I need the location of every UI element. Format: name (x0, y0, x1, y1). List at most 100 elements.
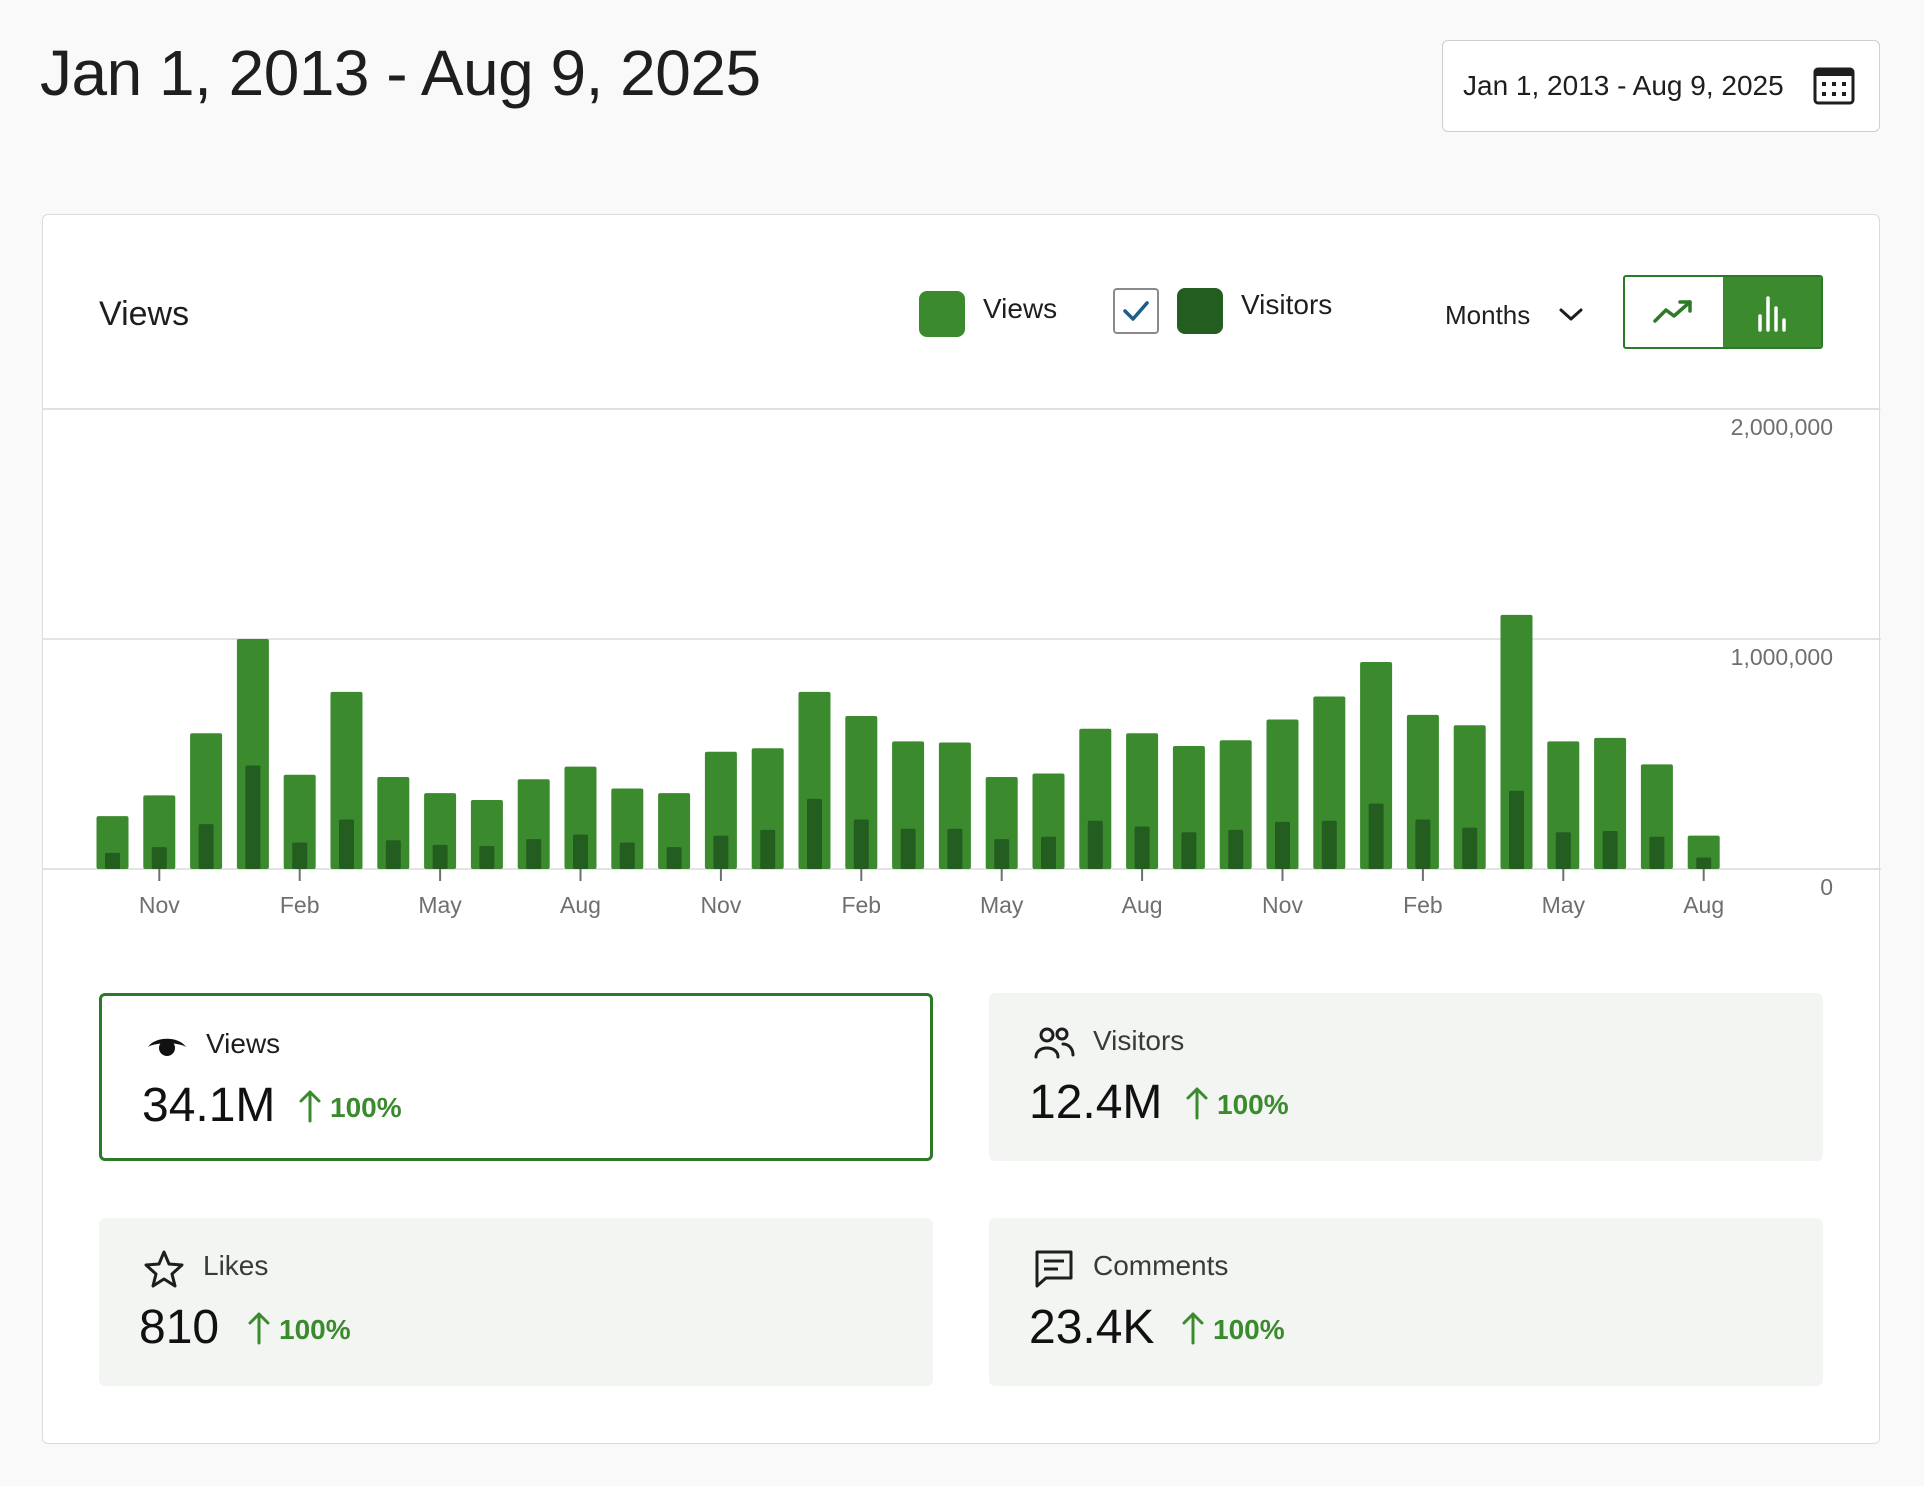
bar-views (1687, 835, 1720, 869)
bar-chart-button[interactable] (1723, 277, 1821, 347)
arrow-up-icon (1182, 1312, 1204, 1345)
bar-visitors (1041, 836, 1056, 869)
bar-views (1500, 614, 1533, 869)
bar-views (564, 766, 597, 869)
line-chart-button[interactable] (1625, 277, 1723, 347)
x-tick-label: Nov (139, 892, 180, 918)
bar-visitors (339, 819, 354, 869)
stat-value: 810 (139, 1301, 220, 1354)
x-tick-label: Feb (841, 892, 881, 918)
bar-views (1266, 719, 1299, 869)
stat-value: 34.1M (142, 1079, 276, 1132)
stat-card-visitors[interactable]: Visitors 12.4M 100% (989, 993, 1823, 1161)
bar-visitors (1228, 829, 1244, 869)
bar-views (190, 733, 223, 869)
stat-label: Comments (1093, 1250, 1229, 1281)
stat-change: 100% (330, 1092, 402, 1123)
bar-visitors (994, 839, 1010, 869)
bar-views (892, 741, 925, 869)
stat-change: 100% (1213, 1314, 1285, 1345)
line-chart-icon (1653, 300, 1692, 323)
bar-visitors (526, 839, 542, 869)
bar-visitors (947, 828, 963, 869)
bar-visitors (619, 842, 635, 869)
x-tick-label: Feb (1403, 892, 1443, 918)
bar-visitors (1555, 832, 1571, 869)
bar-views (1126, 733, 1159, 869)
bar-views (938, 742, 971, 869)
bar-visitors (1134, 826, 1150, 869)
x-tick-label: May (418, 892, 462, 918)
bar-visitors (760, 829, 776, 869)
arrow-up-icon (248, 1312, 270, 1345)
y-tick-label: 0 (1820, 874, 1833, 900)
legend-label-visitors: Visitors (1241, 289, 1333, 320)
bar-views (1172, 745, 1205, 869)
bar-views (517, 779, 550, 869)
bar-visitors (1649, 836, 1665, 869)
bar-views (1547, 741, 1580, 869)
bar-views (1313, 696, 1346, 869)
date-range-picker[interactable]: Jan 1, 2013 - Aug 9, 2025 (1442, 40, 1880, 132)
bar-visitors (1696, 857, 1712, 869)
bar-visitors (1181, 832, 1197, 869)
bar-visitors (198, 824, 214, 869)
bar-visitors (479, 846, 495, 869)
bar-visitors (853, 819, 869, 869)
bar-views (704, 751, 737, 869)
stat-change: 100% (279, 1314, 351, 1345)
bar-visitors (432, 844, 448, 869)
bar-visitors (1509, 790, 1524, 869)
bar-views (330, 691, 363, 869)
date-range-label: Jan 1, 2013 - Aug 9, 2025 (1463, 70, 1784, 101)
bar-views (424, 793, 457, 869)
x-tick-label: Aug (560, 892, 601, 918)
x-tick-label: Nov (700, 892, 741, 918)
bar-visitors (573, 834, 588, 869)
bar-views (1032, 773, 1065, 869)
bar-visitors (385, 840, 401, 869)
stat-card-likes[interactable]: Likes 810 100% (99, 1218, 933, 1386)
bar-views (1079, 728, 1112, 869)
calendar-icon (1813, 67, 1855, 105)
bar-views (798, 691, 831, 869)
x-tick-label: May (1542, 892, 1586, 918)
bar-visitors (807, 798, 822, 869)
legend-swatch-visitors (1177, 288, 1223, 334)
visitors-checkbox[interactable] (1113, 288, 1159, 334)
bar-visitors (245, 765, 261, 869)
period-select-value: Months (1445, 299, 1531, 330)
bar-views (658, 793, 691, 869)
bar-visitors (105, 852, 120, 869)
chart-type-toggle[interactable] (1623, 275, 1823, 349)
bar-visitors (1275, 821, 1290, 869)
stat-value: 12.4M (1029, 1076, 1163, 1129)
y-tick-label: 1,000,000 (1731, 644, 1833, 670)
stat-value: 23.4K (1029, 1301, 1155, 1354)
bar-visitors (1602, 831, 1618, 869)
y-tick-label: 2,000,000 (1731, 414, 1833, 440)
people-icon (1034, 1027, 1075, 1059)
stat-label: Visitors (1093, 1025, 1185, 1056)
legend-swatch-views (919, 291, 965, 337)
bar-views (1406, 714, 1439, 869)
bar-visitors (713, 835, 729, 869)
stat-change: 100% (1217, 1089, 1289, 1120)
bar-views (1360, 662, 1393, 869)
bar-visitors (1462, 827, 1478, 869)
stat-card-comments[interactable]: Comments 23.4K 100% (989, 1218, 1823, 1386)
card-header: Views Views Visitors Months (43, 215, 1879, 409)
bar-views (611, 788, 644, 869)
stat-card-views[interactable]: Views 34.1M 100% (99, 993, 933, 1161)
bar-views (1594, 737, 1627, 869)
chevron-down-icon (1559, 308, 1583, 321)
bar-visitors (1368, 803, 1384, 869)
bar-views (236, 639, 269, 869)
bar-views (985, 777, 1018, 869)
bar-views (377, 777, 410, 869)
x-tick-label: Feb (280, 892, 320, 918)
period-select[interactable]: Months (1445, 295, 1584, 335)
bar-visitors (1321, 820, 1337, 869)
bar-views (1219, 740, 1252, 869)
eye-icon (148, 1038, 186, 1056)
